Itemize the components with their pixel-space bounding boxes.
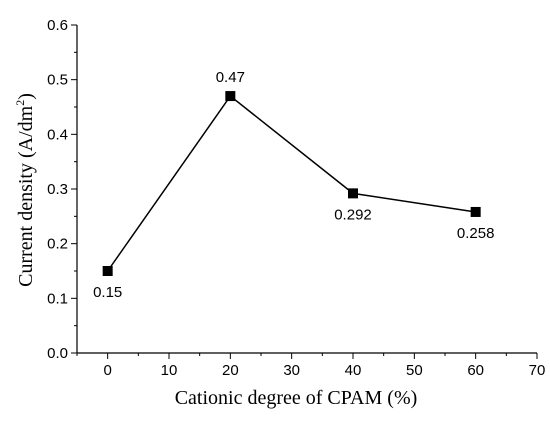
x-tick-label: 40	[345, 362, 362, 379]
y-tick-label: 0.5	[47, 72, 68, 89]
data-point	[225, 91, 236, 102]
data-label: 0.15	[93, 284, 122, 301]
x-tick-label: 0	[103, 362, 111, 379]
x-tick-label: 50	[406, 362, 423, 379]
axes	[76, 25, 537, 354]
data-labels: 0.15 0.47 0.292 0.258	[93, 69, 494, 301]
y-tick-label: 0.6	[47, 17, 68, 34]
series-line	[107, 94, 476, 272]
data-label: 0.47	[216, 69, 245, 86]
y-axis-title-close: )	[15, 93, 37, 100]
series	[102, 91, 481, 276]
y-axis-title-superscript: 2	[13, 100, 27, 106]
x-tick-label: 10	[161, 362, 178, 379]
y-tick-label: 0.3	[47, 181, 68, 198]
x-axis-title: Cationic degree of CPAM (%)	[175, 387, 418, 409]
y-tick-label: 0.0	[47, 345, 68, 362]
y-tick-label: 0.4	[47, 126, 68, 143]
data-label: 0.292	[334, 206, 372, 223]
data-label: 0.258	[457, 225, 495, 242]
y-axis-title-main: Current density (A/dm	[15, 105, 37, 287]
y-axis-title: Current density (A/dm2)	[13, 93, 37, 287]
x-tick-label: 20	[222, 362, 239, 379]
data-point	[102, 266, 113, 276]
y-tick-label: 0.1	[47, 290, 68, 307]
x-tick-label: 60	[467, 362, 484, 379]
x-tick-label: 70	[529, 362, 546, 379]
data-point	[470, 206, 481, 217]
y-tick-label: 0.2	[47, 236, 68, 253]
x-tick-label: 30	[283, 362, 300, 379]
data-point	[348, 188, 358, 199]
ticks: 0 10 20 30 40 50 60 70 0.0 0.1 0.2 0.3 0.4 0.5 0.6	[47, 17, 545, 379]
